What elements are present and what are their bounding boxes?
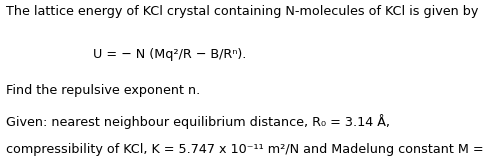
Text: Given: nearest neighbour equilibrium distance, R₀ = 3.14 Å,: Given: nearest neighbour equilibrium dis… [6, 114, 389, 129]
Text: Find the repulsive exponent n.: Find the repulsive exponent n. [6, 84, 200, 97]
Text: compressibility of KCl, K = 5.747 x 10⁻¹¹ m²/N and Madelung constant M = 1.748.: compressibility of KCl, K = 5.747 x 10⁻¹… [6, 143, 488, 156]
Text: The lattice energy of KCl crystal containing N-molecules of KCl is given by: The lattice energy of KCl crystal contai… [6, 5, 478, 18]
Text: U = − N (Mq²/R − B/Rⁿ).: U = − N (Mq²/R − B/Rⁿ). [93, 48, 246, 61]
